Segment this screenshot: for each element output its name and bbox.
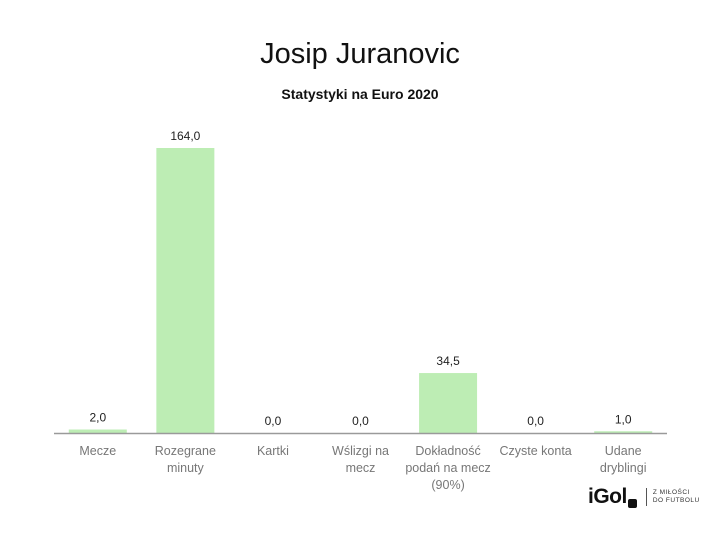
logo-tagline-line2: DO FUTBOLU	[652, 497, 700, 504]
logo-divider	[645, 488, 647, 506]
category-label-2: Kartki	[257, 444, 289, 458]
bar-4	[419, 373, 478, 433]
logo-text: iGol	[588, 485, 627, 508]
value-label-6: 1,0	[615, 412, 632, 426]
value-label-5: 0,0	[527, 414, 544, 428]
chart-subtitle: Statystyki na Euro 2020	[281, 86, 439, 102]
category-label-0: Mecze	[79, 444, 116, 458]
bar-1	[156, 148, 215, 433]
logo-tagline: Z MIŁOŚCI DO FUTBOLU	[653, 489, 700, 505]
category-label-1: Rozegrane minuty	[155, 444, 216, 475]
category-label-5: Czyste konta	[500, 444, 572, 458]
igol-logo: iGol Z MIŁOŚCI DO FUTBOLU	[588, 485, 700, 509]
value-label-0: 2,0	[89, 411, 106, 425]
category-label-6: Udane dryblingi	[600, 444, 647, 475]
value-label-4: 34,5	[436, 354, 460, 368]
logo-tagline-line1: Z MIŁOŚCI	[652, 489, 690, 496]
logo-badge-icon	[627, 498, 637, 508]
chart-title: Josip Juranovic	[260, 38, 460, 70]
category-label-3: Wślizgi na mecz	[332, 444, 389, 475]
value-label-2: 0,0	[265, 414, 282, 428]
value-label-1: 164,0	[170, 129, 200, 143]
bar-6	[594, 431, 653, 433]
bar-0	[68, 429, 127, 433]
value-label-3: 0,0	[352, 414, 369, 428]
category-label-4: Dokładność podań na mecz (90%)	[405, 444, 490, 492]
